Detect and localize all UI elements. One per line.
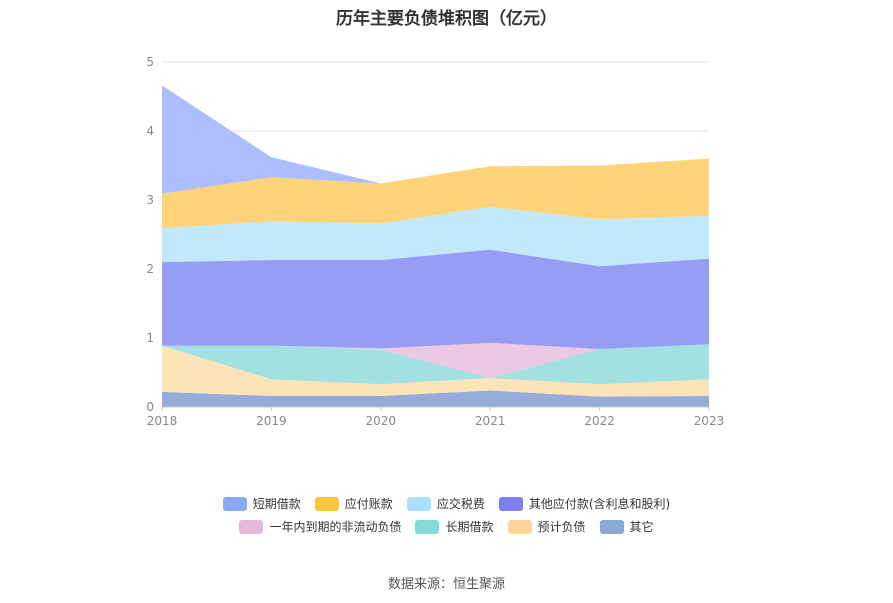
area-series-3 (162, 342, 709, 379)
legend-swatch (415, 519, 440, 534)
legend-label: 其他应付款(含利息和股利) (528, 497, 671, 511)
legend-item[interactable]: 短期借款 (222, 495, 301, 512)
legend-label: 应付账款 (344, 497, 393, 511)
area-series-1 (162, 345, 709, 397)
legend-label: 预计负债 (537, 520, 586, 534)
legend-swatch (222, 496, 247, 511)
legend-swatch (507, 519, 532, 534)
legend: 短期借款 应付账款 应交税费 其他应付款(含利息和股利) 一年内到期的非流动负债 长期借款… (0, 495, 893, 535)
legend-item[interactable]: 其它 (599, 518, 654, 535)
x-tick-label: 2021 (475, 414, 506, 428)
x-tick-label: 2020 (366, 414, 397, 428)
legend-item[interactable]: 一年内到期的非流动负债 (239, 518, 401, 535)
legend-swatch (314, 496, 339, 511)
legend-row: 一年内到期的非流动负债 长期借款 预计负债 其它 (239, 518, 654, 535)
y-tick-label: 5 (146, 55, 154, 69)
y-tick-label: 1 (146, 331, 154, 345)
area-series-2 (162, 344, 709, 385)
chart-title: 历年主要负债堆积图（亿元） (336, 9, 557, 29)
legend-label: 应交税费 (436, 497, 485, 511)
data-source: 数据来源：恒生聚源 (387, 577, 505, 592)
legend-row: 短期借款 应付账款 应交税费 其他应付款(含利息和股利) (222, 495, 671, 512)
area-series-6 (162, 158, 709, 229)
legend-item[interactable]: 应付账款 (314, 495, 393, 512)
legend-item[interactable]: 预计负债 (507, 518, 586, 535)
y-tick-label: 0 (146, 400, 154, 414)
legend-label: 长期借款 (445, 520, 494, 534)
stacked-area-chart: 2018 2019 2020 2021 2022 2023 0 1 2 3 4 5 (146, 55, 725, 428)
legend-item[interactable]: 应交税费 (406, 495, 485, 512)
y-axis: 0 1 2 3 4 5 (146, 55, 154, 414)
area-series (162, 85, 709, 407)
area-series-5 (162, 206, 709, 267)
area-series-4 (162, 249, 709, 350)
legend-swatch (406, 496, 431, 511)
y-tick-label: 4 (146, 124, 154, 138)
legend-item[interactable]: 长期借款 (415, 518, 494, 535)
x-axis: 2018 2019 2020 2021 2022 2023 (147, 406, 725, 428)
legend-label: 其它 (629, 520, 654, 534)
x-tick-label: 2022 (584, 414, 615, 428)
x-tick-label: 2019 (256, 414, 287, 428)
legend-label: 一年内到期的非流动负债 (269, 520, 402, 534)
area-series-0 (162, 390, 709, 407)
legend-item[interactable]: 其他应付款(含利息和股利) (498, 495, 671, 512)
y-tick-label: 3 (146, 193, 154, 207)
x-tick-label: 2018 (147, 414, 178, 428)
x-tick-label: 2023 (694, 414, 725, 428)
y-tick-label: 2 (146, 262, 154, 276)
area-series-7 (162, 85, 709, 194)
legend-swatch (239, 519, 264, 534)
legend-swatch (599, 519, 624, 534)
legend-label: 短期借款 (252, 497, 301, 511)
legend-swatch (498, 496, 523, 511)
